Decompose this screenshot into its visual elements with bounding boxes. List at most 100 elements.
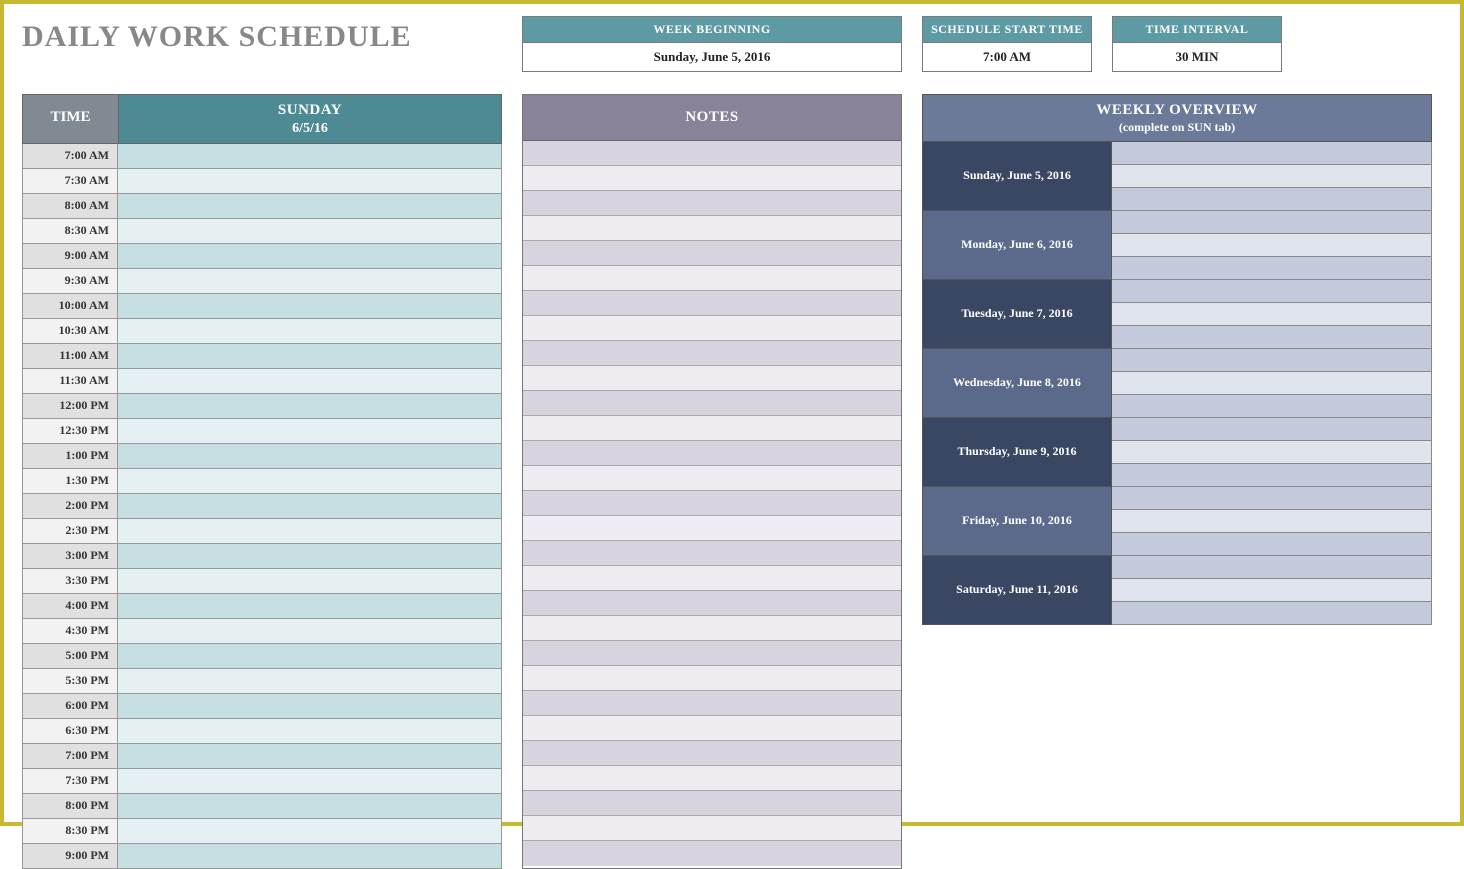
- weekly-cell[interactable]: [1112, 418, 1432, 441]
- task-cell[interactable]: [118, 744, 502, 769]
- notes-row[interactable]: [523, 691, 901, 716]
- day-name: SUNDAY: [119, 101, 501, 120]
- task-cell[interactable]: [118, 569, 502, 594]
- task-cell[interactable]: [118, 394, 502, 419]
- notes-row[interactable]: [523, 816, 901, 841]
- weekly-cell[interactable]: [1112, 464, 1432, 487]
- schedule-row: 1:30 PM: [22, 469, 502, 494]
- weekly-cell[interactable]: [1112, 234, 1432, 257]
- notes-row[interactable]: [523, 441, 901, 466]
- task-cell[interactable]: [118, 294, 502, 319]
- task-cell[interactable]: [118, 794, 502, 819]
- weekly-cell[interactable]: [1112, 533, 1432, 556]
- schedule-row: 3:00 PM: [22, 544, 502, 569]
- weekly-cell[interactable]: [1112, 211, 1432, 234]
- notes-row[interactable]: [523, 841, 901, 866]
- notes-row[interactable]: [523, 341, 901, 366]
- notes-row[interactable]: [523, 141, 901, 166]
- weekly-cell[interactable]: [1112, 349, 1432, 372]
- task-cell[interactable]: [118, 519, 502, 544]
- notes-row[interactable]: [523, 491, 901, 516]
- weekly-cell[interactable]: [1112, 142, 1432, 165]
- task-cell[interactable]: [118, 844, 502, 869]
- task-cell[interactable]: [118, 494, 502, 519]
- notes-row[interactable]: [523, 316, 901, 341]
- task-cell[interactable]: [118, 344, 502, 369]
- notes-row[interactable]: [523, 391, 901, 416]
- notes-row[interactable]: [523, 191, 901, 216]
- task-cell[interactable]: [118, 694, 502, 719]
- task-cell[interactable]: [118, 544, 502, 569]
- task-cell[interactable]: [118, 444, 502, 469]
- weekly-day-label: Monday, June 6, 2016: [922, 211, 1112, 280]
- weekly-cell[interactable]: [1112, 326, 1432, 349]
- task-cell[interactable]: [118, 819, 502, 844]
- schedule-row: 9:00 PM: [22, 844, 502, 869]
- task-cell[interactable]: [118, 169, 502, 194]
- notes-row[interactable]: [523, 266, 901, 291]
- notes-row[interactable]: [523, 541, 901, 566]
- notes-row[interactable]: [523, 516, 901, 541]
- interval-value[interactable]: 30 MIN: [1113, 43, 1281, 71]
- notes-row[interactable]: [523, 591, 901, 616]
- notes-row[interactable]: [523, 616, 901, 641]
- task-cell[interactable]: [118, 219, 502, 244]
- task-cell[interactable]: [118, 269, 502, 294]
- notes-row[interactable]: [523, 166, 901, 191]
- task-cell[interactable]: [118, 369, 502, 394]
- schedule-row: 10:00 AM: [22, 294, 502, 319]
- task-cell[interactable]: [118, 469, 502, 494]
- task-cell[interactable]: [118, 244, 502, 269]
- notes-row[interactable]: [523, 766, 901, 791]
- weekly-cell[interactable]: [1112, 487, 1432, 510]
- notes-row[interactable]: [523, 566, 901, 591]
- weekly-cell[interactable]: [1112, 372, 1432, 395]
- week-beginning-value[interactable]: Sunday, June 5, 2016: [523, 43, 901, 71]
- weekly-cell[interactable]: [1112, 303, 1432, 326]
- start-time-value[interactable]: 7:00 AM: [923, 43, 1091, 71]
- task-cell[interactable]: [118, 769, 502, 794]
- weekly-cell[interactable]: [1112, 602, 1432, 625]
- task-cell[interactable]: [118, 144, 502, 169]
- task-cell[interactable]: [118, 594, 502, 619]
- notes-row[interactable]: [523, 741, 901, 766]
- schedule-row: 10:30 AM: [22, 319, 502, 344]
- notes-row[interactable]: [523, 791, 901, 816]
- notes-row[interactable]: [523, 716, 901, 741]
- notes-row[interactable]: [523, 466, 901, 491]
- task-cell[interactable]: [118, 194, 502, 219]
- notes-panel: NOTES: [522, 94, 902, 869]
- weekly-cell[interactable]: [1112, 188, 1432, 211]
- weekly-cell[interactable]: [1112, 556, 1432, 579]
- notes-row[interactable]: [523, 216, 901, 241]
- weekly-cell[interactable]: [1112, 165, 1432, 188]
- notes-row[interactable]: [523, 666, 901, 691]
- task-cell[interactable]: [118, 719, 502, 744]
- weekly-cell[interactable]: [1112, 441, 1432, 464]
- task-cell[interactable]: [118, 419, 502, 444]
- weekly-cell[interactable]: [1112, 395, 1432, 418]
- weekly-cell[interactable]: [1112, 579, 1432, 602]
- time-cell: 6:00 PM: [22, 694, 118, 719]
- notes-row[interactable]: [523, 416, 901, 441]
- page-title: DAILY WORK SCHEDULE: [22, 16, 502, 54]
- schedule-row: 9:30 AM: [22, 269, 502, 294]
- weekly-day-row: Sunday, June 5, 2016: [922, 142, 1432, 211]
- weekly-cell[interactable]: [1112, 510, 1432, 533]
- notes-row[interactable]: [523, 366, 901, 391]
- time-cell: 10:00 AM: [22, 294, 118, 319]
- notes-row[interactable]: [523, 291, 901, 316]
- task-cell[interactable]: [118, 319, 502, 344]
- schedule-row: 2:30 PM: [22, 519, 502, 544]
- task-cell[interactable]: [118, 619, 502, 644]
- notes-row[interactable]: [523, 241, 901, 266]
- weekly-day-label: Saturday, June 11, 2016: [922, 556, 1112, 625]
- weekly-cell[interactable]: [1112, 257, 1432, 280]
- weekly-cell[interactable]: [1112, 280, 1432, 303]
- task-cell[interactable]: [118, 644, 502, 669]
- time-cell: 4:30 PM: [22, 619, 118, 644]
- time-cell: 10:30 AM: [22, 319, 118, 344]
- notes-row[interactable]: [523, 641, 901, 666]
- weekly-day-row: Tuesday, June 7, 2016: [922, 280, 1432, 349]
- task-cell[interactable]: [118, 669, 502, 694]
